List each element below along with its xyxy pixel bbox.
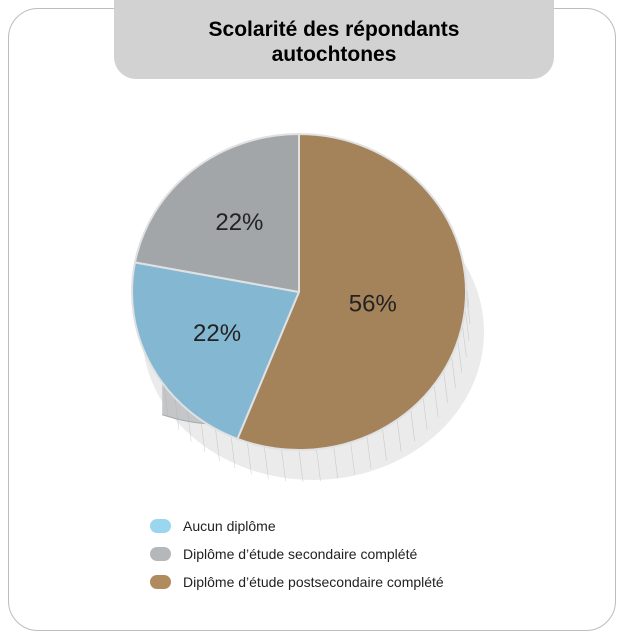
- pie-side-rib: [462, 324, 467, 357]
- legend-item-aucun-diplome: Aucun diplôme: [150, 512, 444, 540]
- legend-item-secondaire: Diplôme d’étude secondaire complété: [150, 540, 444, 568]
- legend-label-aucun-diplome: Aucun diplôme: [183, 518, 276, 534]
- pie-side-rib: [382, 428, 387, 461]
- pie-side-rib: [422, 397, 428, 430]
- pie-side-rib: [333, 446, 339, 479]
- pie-label: 56%: [349, 291, 397, 318]
- legend: Aucun diplôme Diplôme d’étude secondaire…: [150, 512, 444, 596]
- pie-side-rib: [457, 340, 463, 373]
- pie-side-rib: [451, 356, 456, 389]
- pie-side-rib: [410, 409, 416, 442]
- pie-side-rib: [174, 397, 180, 430]
- legend-swatch-secondaire: [150, 547, 171, 561]
- pie-side-rib: [186, 409, 192, 442]
- pie-side-rib: [230, 436, 236, 469]
- pie-label: 22%: [193, 320, 241, 347]
- pie-side-rib: [366, 436, 372, 469]
- pie-side-rib: [247, 442, 252, 475]
- pie-side-rib: [464, 308, 470, 341]
- pie-side-rib: [163, 384, 169, 417]
- pie-side-rib: [443, 370, 448, 404]
- pie-slice: [236, 133, 467, 451]
- pie-side-rib: [200, 419, 206, 452]
- legend-label-secondaire: Diplôme d’étude secondaire complété: [183, 546, 418, 562]
- chart-title: Scolarité des répondants autochtones: [208, 18, 460, 66]
- pie-side-rib: [215, 428, 220, 461]
- pie-slice: [133, 133, 300, 293]
- legend-item-postsecondaire: Diplôme d’étude postsecondaire complété: [150, 568, 444, 596]
- title-tab: Scolarité des répondants autochtones: [114, 0, 554, 79]
- pie-side-rib: [263, 446, 269, 479]
- pie-side-rib: [316, 449, 321, 482]
- pie-side-rib: [396, 419, 402, 452]
- legend-swatch-aucun-diplome: [150, 519, 171, 533]
- legend-label-postsecondaire: Diplôme d’étude postsecondaire complété: [183, 574, 444, 590]
- pie-side-rib: [281, 449, 286, 482]
- pie-side-rib: [433, 384, 439, 417]
- legend-swatch-postsecondaire: [150, 575, 171, 589]
- pie-side-rib: [350, 442, 355, 475]
- pie-slice: [131, 261, 300, 440]
- chart-frame: Scolarité des répondants autochtones: [8, 0, 616, 631]
- pie-label: 22%: [215, 209, 263, 236]
- pie-side-rib: [298, 449, 304, 483]
